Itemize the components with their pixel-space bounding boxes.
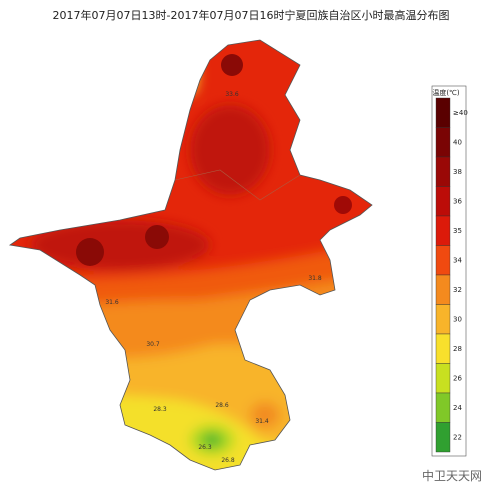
station-label: 31.6 [105,299,119,306]
map [10,40,372,470]
legend-swatch [435,127,451,158]
legend-swatch [435,156,451,187]
legend-swatch [435,245,451,276]
legend-label: 36 [453,197,462,205]
station-label: 28.6 [215,402,229,409]
station-label: 31.4 [255,418,269,425]
legend-swatch [435,304,451,335]
station-label: 26.3 [198,444,212,451]
station-label: 31.8 [308,275,322,282]
legend-label: 26 [453,374,462,382]
legend-swatch [435,333,451,364]
legend-swatch [435,215,451,246]
legend-label: ≥40 [453,109,468,117]
station-label: 28.3 [153,406,167,413]
station-label: 30.7 [146,341,160,348]
legend-label: 22 [453,433,462,441]
legend-swatch [435,97,451,128]
legend-swatch [435,363,451,394]
title: 2017年07月07日13时-2017年07月07日16时宁夏回族自治区小时最高… [53,8,450,22]
legend-label: 34 [453,256,462,264]
legend-title: 温度(℃) [432,88,460,97]
legend-label: 28 [453,345,462,353]
legend-label: 38 [453,168,462,176]
legend-swatch [435,186,451,217]
legend-label: 32 [453,286,462,294]
legend-swatch [435,392,451,423]
legend-label: 24 [453,404,462,412]
legend-swatch [435,422,451,453]
watermark: 中卫天天网 [422,468,482,483]
legend-label: 40 [453,138,462,146]
legend-frame [431,85,467,457]
station-label: 33.6 [225,91,239,98]
map-outline [8,39,373,471]
legend-swatch [435,274,451,305]
legend-label: 30 [453,315,462,323]
station-label: 26.8 [221,457,235,464]
legend-label: 35 [453,227,462,235]
